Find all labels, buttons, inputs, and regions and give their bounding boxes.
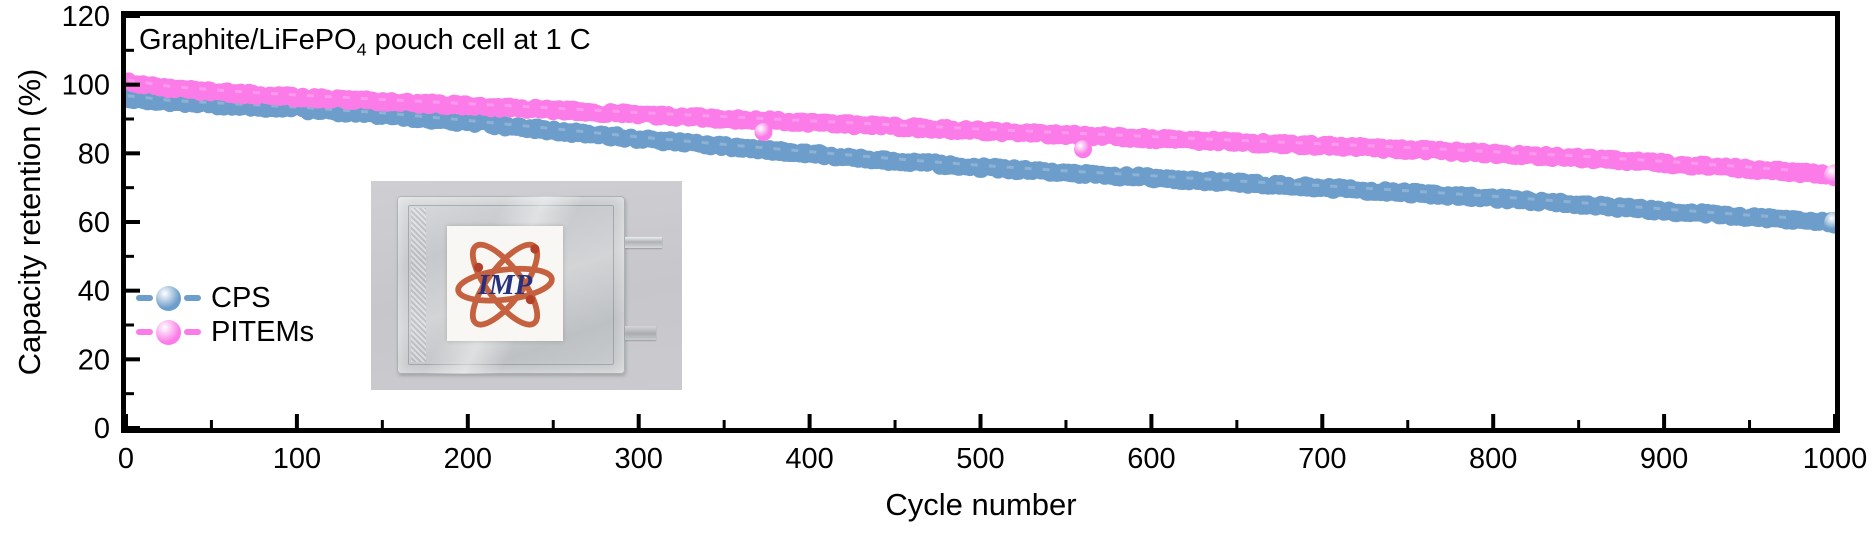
chart-title-post: pouch cell at 1 C — [366, 24, 591, 56]
series-pitems — [126, 72, 1835, 187]
series-cps — [126, 88, 1835, 234]
x-tick-label: 100 — [273, 443, 321, 475]
legend-sphere-icon — [156, 319, 181, 345]
dash-icon — [184, 295, 201, 301]
chart-title-subscript: 4 — [356, 39, 367, 60]
pouch-crease — [411, 208, 426, 362]
band-texture — [127, 94, 1795, 220]
end-marker — [1824, 211, 1835, 234]
legend-sphere-icon — [156, 285, 181, 311]
plot-border — [121, 11, 1840, 433]
outlier-point — [1074, 140, 1093, 159]
y-tick-label: 0 — [94, 413, 110, 445]
x-tick-label: 700 — [1298, 443, 1346, 475]
band-texture — [127, 78, 1795, 172]
x-tick-label: 300 — [615, 443, 663, 475]
x-tick-label: 800 — [1469, 443, 1517, 475]
x-tick-label: 0 — [118, 443, 134, 475]
chart-title-pre: Graphite/LiFePO — [139, 24, 357, 56]
pouch-seal-seam — [408, 205, 614, 365]
legend-marker-cps — [136, 285, 201, 311]
legend-item-cps: CPS — [136, 281, 314, 315]
x-tick-label: 600 — [1127, 443, 1175, 475]
x-tick-label: 1000 — [1803, 443, 1868, 475]
outlier-point — [754, 123, 773, 142]
legend: CPS PITEMs — [136, 281, 314, 349]
x-tick-label: 500 — [956, 443, 1004, 475]
y-tick-label: 60 — [78, 207, 110, 239]
ticks — [124, 14, 1837, 430]
y-tick-label: 40 — [78, 276, 110, 308]
y-tick-label: 20 — [78, 344, 110, 376]
imp-logo-text: IMP — [477, 269, 533, 301]
x-axis-label: Cycle number — [885, 487, 1077, 522]
y-tick-label: 120 — [62, 1, 110, 33]
y-axis-label: Capacity retention (%) — [12, 68, 47, 376]
y-tick-label: 100 — [62, 70, 110, 102]
legend-label-pitems: PITEMs — [211, 315, 315, 348]
dash-icon — [184, 329, 201, 335]
dash-icon — [136, 329, 153, 335]
x-tick-label: 200 — [444, 443, 492, 475]
pouch-cell-photo: IMP — [371, 181, 682, 390]
end-marker — [1824, 164, 1835, 187]
legend-marker-pitems — [136, 319, 201, 345]
y-tick-label: 80 — [78, 138, 110, 170]
chart-title: Graphite/LiFePO4 pouch cell at 1 C — [139, 24, 591, 60]
imp-label: IMP — [447, 226, 563, 341]
legend-item-pitems: PITEMs — [136, 315, 314, 349]
pouch-tab-top — [625, 237, 662, 248]
atom-logo-icon: IMP — [455, 241, 555, 328]
legend-label-cps: CPS — [211, 281, 271, 314]
pouch-tab-bottom — [625, 326, 656, 340]
x-tick-label: 900 — [1640, 443, 1688, 475]
x-tick-label: 400 — [785, 443, 833, 475]
dash-icon — [136, 295, 153, 301]
